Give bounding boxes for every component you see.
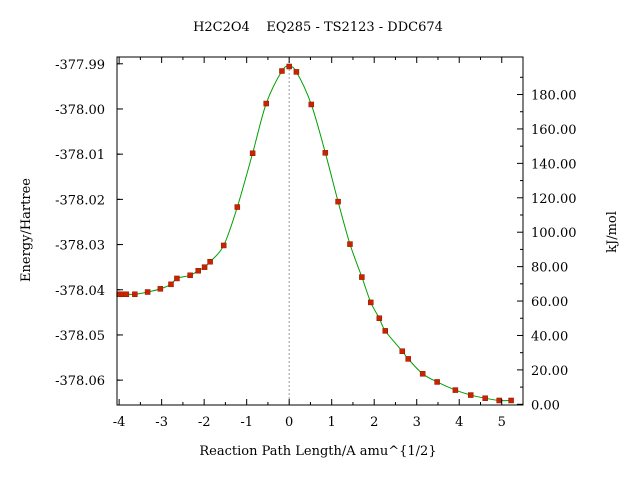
data-point-11 (207, 258, 213, 265)
data-point-18 (293, 69, 300, 75)
x-tick-label-3: -1 (240, 415, 253, 430)
data-point-25 (376, 315, 383, 321)
y2-tick-label-4: 80.00 (531, 261, 568, 276)
y2-tick-label-8: 160.00 (531, 123, 577, 138)
y2-axis-ticks: 0.00 20.00 40.00 60.00 80.00 100.00 120.00 140.… (517, 76, 577, 413)
data-point-34 (496, 397, 502, 404)
data-point-8 (187, 272, 193, 279)
y-axis-ticks: -377.99 -378.00 -378.01 -378.02 -378.03 -378.… (55, 58, 123, 389)
x-tick-label-4: 0 (285, 415, 293, 430)
y-tick-label-1: -378.00 (55, 103, 105, 118)
energy-curve (119, 65, 512, 402)
data-point-15 (263, 100, 269, 107)
data-point-3 (132, 291, 138, 298)
y-axis-label: Energy/Hartree (19, 178, 34, 282)
y-tick-label-2: -378.01 (55, 148, 105, 163)
plot-frame (116, 56, 524, 406)
data-point-22 (347, 241, 353, 247)
data-point-17 (286, 63, 292, 70)
energy-curve-line (119, 65, 512, 402)
data-point-16 (279, 68, 285, 74)
data-point-5 (157, 286, 164, 292)
data-point-6 (168, 281, 174, 288)
data-point-31 (452, 387, 459, 393)
y2-axis-label: kJ/mol (605, 211, 620, 253)
data-point-23 (359, 274, 365, 280)
data-point-7 (174, 275, 180, 282)
data-point-4 (144, 289, 151, 295)
x-tick-label-7: 3 (413, 415, 421, 430)
x-tick-label-1: -3 (155, 415, 168, 430)
y-tick-label-7: -378.06 (55, 374, 105, 389)
data-point-10 (201, 264, 208, 270)
data-point-32 (467, 392, 474, 398)
chart-title: H2C2O4 EQ285 - TS2123 - DDC674 (193, 20, 443, 35)
x-tick-label-0: -4 (113, 415, 126, 430)
data-point-9 (195, 268, 201, 274)
data-point-35 (508, 397, 514, 404)
x-tick-label-8: 4 (455, 415, 463, 430)
data-point-30 (434, 379, 440, 385)
data-point-33 (482, 395, 488, 401)
y2-tick-label-9: 180.00 (531, 89, 577, 104)
y2-tick-label-7: 140.00 (531, 157, 577, 172)
data-point-24 (368, 299, 374, 306)
y-tick-label-0: -377.99 (55, 58, 105, 73)
data-point-markers (116, 63, 514, 404)
y2-tick-label-1: 20.00 (531, 364, 568, 379)
y-tick-label-5: -378.04 (55, 284, 105, 299)
x-tick-label-5: 1 (328, 415, 336, 430)
y2-tick-label-0: 0.00 (531, 398, 560, 413)
data-point-29 (419, 371, 426, 377)
data-point-26 (382, 328, 389, 334)
y-tick-label-3: -378.02 (55, 193, 105, 208)
y2-tick-label-2: 40.00 (531, 329, 568, 344)
x-tick-label-2: -2 (198, 415, 211, 430)
data-point-19 (308, 101, 315, 108)
data-point-12 (220, 242, 227, 249)
plot-border (116, 56, 524, 406)
x-tick-label-6: 2 (370, 415, 378, 430)
data-point-13 (234, 204, 241, 210)
data-point-27 (399, 348, 406, 354)
y2-tick-label-6: 120.00 (531, 192, 577, 207)
x-axis-ticks: -4 -3 -2 -1 0 1 2 3 4 5 (113, 57, 524, 430)
y2-tick-label-3: 60.00 (531, 295, 568, 310)
data-point-21 (335, 198, 341, 205)
data-point-2 (123, 291, 130, 298)
y2-tick-label-5: 100.00 (531, 226, 577, 241)
y-tick-label-6: -378.05 (55, 329, 105, 344)
x-tick-label-9: 5 (498, 415, 506, 430)
x-axis-label: Reaction Path Length/A amu^{1/2} (199, 444, 436, 459)
y-tick-label-4: -378.03 (55, 239, 105, 254)
data-point-14 (249, 150, 256, 157)
data-point-28 (405, 356, 411, 362)
data-point-20 (322, 150, 329, 156)
